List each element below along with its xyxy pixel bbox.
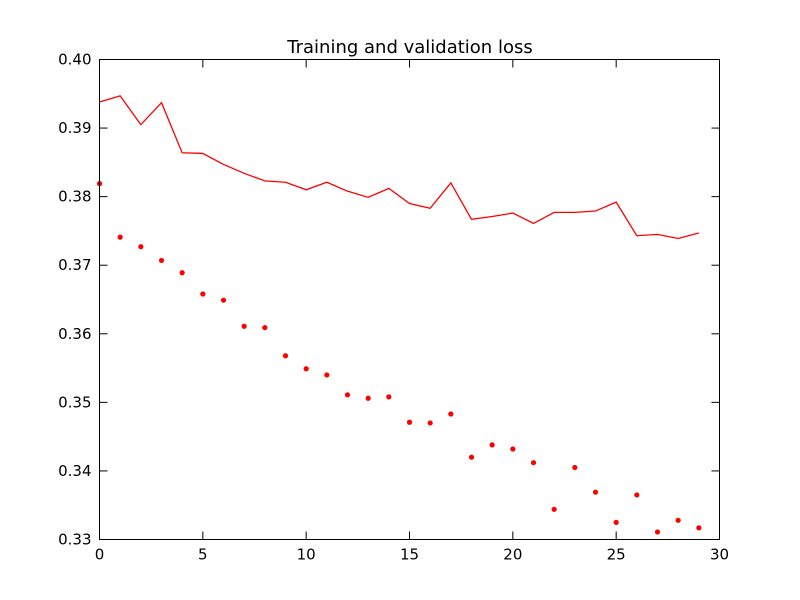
training-loss-point xyxy=(179,270,185,276)
y-tick-label: 0.33 xyxy=(58,531,91,549)
training-loss-point xyxy=(489,442,495,448)
training-loss-point xyxy=(654,529,661,535)
training-loss-point xyxy=(427,420,433,426)
y-tick-label: 0.40 xyxy=(58,51,91,69)
training-loss-point xyxy=(158,257,165,264)
training-loss-point xyxy=(241,323,247,329)
y-tick-label: 0.39 xyxy=(58,119,91,137)
training-loss-point xyxy=(675,517,681,523)
x-tick-label: 15 xyxy=(400,546,419,564)
training-loss-point xyxy=(530,460,537,466)
training-loss-point xyxy=(200,291,206,297)
training-loss-point xyxy=(117,234,123,240)
validation-loss-line xyxy=(99,95,699,240)
x-tick-label: 10 xyxy=(297,546,316,564)
y-tick-label: 0.37 xyxy=(58,256,91,274)
chart-title: Training and validation loss xyxy=(286,37,532,58)
training-loss-point xyxy=(386,394,392,400)
training-loss-point xyxy=(510,446,516,452)
y-tick-label: 0.38 xyxy=(58,188,91,206)
y-tick-label: 0.35 xyxy=(58,393,91,411)
training-loss-point xyxy=(324,372,330,378)
y-tick-label: 0.36 xyxy=(58,325,91,343)
training-loss-point xyxy=(138,244,144,250)
training-loss-point xyxy=(572,464,578,471)
training-loss-point xyxy=(613,519,619,525)
training-loss-point xyxy=(282,353,289,359)
training-loss-point xyxy=(344,392,351,398)
y-tick-label: 0.34 xyxy=(58,462,91,480)
axes-layer: 0 5 10 15 20 25 30 0.33 0.34 0.35 0.36 0.37 0.38 0.39… xyxy=(58,51,729,564)
training-loss-point xyxy=(468,454,475,460)
x-tick-label: 5 xyxy=(198,546,208,564)
training-loss-point xyxy=(303,366,309,372)
training-loss-point xyxy=(220,297,227,303)
x-tick-label: 20 xyxy=(503,546,522,564)
training-loss-point xyxy=(592,489,599,495)
training-loss-point xyxy=(634,492,640,498)
training-loss-point xyxy=(262,325,268,331)
training-loss-point xyxy=(448,411,454,417)
x-tick-label: 0 xyxy=(95,546,105,564)
training-loss-point xyxy=(551,506,557,512)
training-loss-point xyxy=(696,525,702,531)
plot-frame xyxy=(99,59,720,540)
training-loss-point xyxy=(365,395,371,401)
series-layer xyxy=(96,95,702,535)
x-tick-label: 30 xyxy=(710,546,729,564)
training-loss-point xyxy=(406,419,413,425)
x-tick-label: 25 xyxy=(607,546,626,564)
